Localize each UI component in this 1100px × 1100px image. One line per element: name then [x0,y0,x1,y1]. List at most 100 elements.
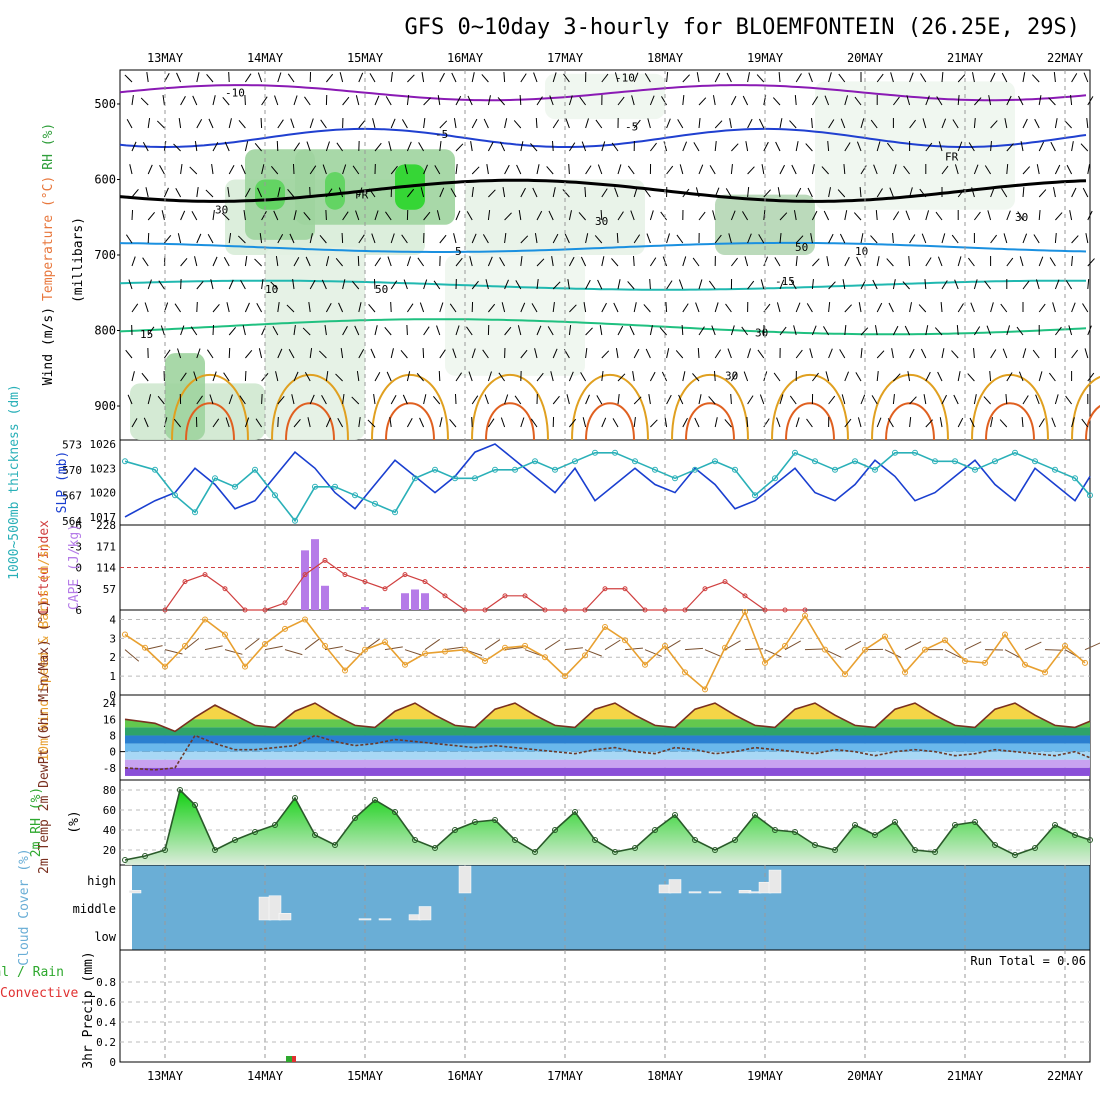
wind-barb [909,187,913,198]
wind-barb [289,233,295,244]
wind-barb [643,304,651,313]
wind-barb [1082,187,1089,198]
wind-barb [594,235,603,244]
wind-barb [293,419,301,428]
wind-barb [697,347,700,359]
cape-bar [311,539,319,610]
w10-barb [504,646,523,651]
wind-barb [467,95,473,106]
wind-barb [550,371,554,382]
wind-barb [1071,255,1073,267]
wind-barb [212,324,215,336]
wind-barb [517,325,522,336]
wind-barb [941,233,946,244]
w10-barb [364,638,380,651]
wind-barb [745,141,749,152]
wind-barb [873,164,878,175]
thickness-point [612,449,618,456]
wind-barb [470,141,473,152]
wind-barb [356,371,360,382]
wind-barb [455,164,458,175]
wind-barb [698,97,707,106]
wind-barb [358,187,363,198]
slp-tick-label: 1017 [90,511,117,524]
wind-barb [909,417,912,428]
w10-barb [344,649,363,656]
lifted-index-point [162,607,168,613]
wind-barb [341,232,344,244]
w10-tick-label: 4 [109,613,116,626]
cape-bar [321,585,329,610]
wind-barb [578,212,586,221]
wind-barb [421,72,425,83]
wind-barb [259,233,263,244]
wind-barb [876,188,883,198]
lifted-index-point [342,572,348,578]
wind-barb [416,373,424,382]
wind-barb [730,164,733,175]
wind-barb [714,120,723,129]
wind-barb [601,188,608,198]
wind-barb [206,74,214,83]
rh2m-point [212,847,218,853]
wind-barb [158,280,165,290]
wind-barb [390,280,398,290]
w10-line [124,610,1086,691]
wind-barb [876,302,883,313]
wind-barb [212,371,217,382]
wind-barb [423,211,431,221]
diurnal-contour-25 [985,402,1035,441]
contour-label: -5 [625,120,638,133]
wind-barb [971,187,975,198]
precip-total-label: Total / Rain [0,965,64,980]
cloud-bar-high [668,879,682,894]
wind-barb [439,141,442,152]
wind-barb [212,304,220,313]
rh-shade [325,171,345,210]
wind-barb [244,256,248,267]
cape-tick-label: 57 [103,583,116,596]
rh2m-point [772,827,778,833]
wind-barb [402,394,408,405]
wind-barb [488,189,496,198]
diurnal-contour-25 [485,402,535,441]
wind-barb [156,120,165,129]
wind-barb [1032,349,1040,359]
wind-barb [892,394,895,405]
rh2m-point [332,842,338,848]
wind-barb [617,325,624,336]
wind-barb [532,187,538,198]
temp-band [125,727,1090,736]
wind-barb [935,211,943,221]
w10-barb [164,649,183,655]
wind-barb [451,72,457,83]
wind-barb [500,417,506,428]
wind-barb [876,73,884,83]
wind-barb [471,233,477,244]
wind-barb [611,258,619,267]
wind-barb [665,301,668,313]
wind-barb [649,210,654,221]
wind-barb [163,349,171,359]
wind-barb [1000,303,1008,313]
wind-barb [358,72,364,83]
w10-point [942,637,948,644]
lifted-index-point [382,586,388,592]
wind-barb [1053,187,1056,198]
wind-barb [162,95,165,106]
wind-barb [374,372,381,382]
thickness-point [632,458,638,465]
wind-barb [438,370,441,382]
wind-barb [422,347,425,359]
temp-tick-label: 8 [109,729,116,742]
upper-cross-section-panel: -10 -10 -5 FR FR -5 5 10 10 -15 15 30 30 30 30 30 50 50 [119,71,1100,441]
wind-barb [990,417,993,428]
wind-barb [157,395,165,405]
wind-barb [601,350,610,359]
wind-barb [471,348,476,359]
rh2m-point [892,819,898,825]
wind-barb [423,326,430,336]
wind-barb [244,94,246,106]
wind-barb [986,325,992,336]
wind-barb [758,118,765,129]
